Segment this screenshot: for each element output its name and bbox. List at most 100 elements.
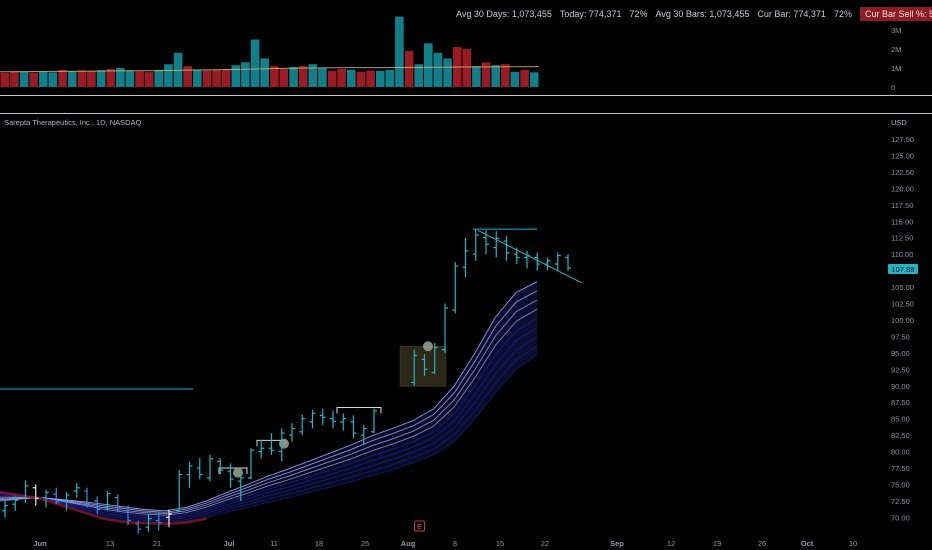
time-tick-label: 15 xyxy=(496,539,504,548)
volume-bar xyxy=(67,71,77,87)
volume-tick-label: 0 xyxy=(891,83,895,92)
price-tick-label: 90.00 xyxy=(891,382,910,391)
today-pct-label: 72% xyxy=(629,9,648,19)
ribbon-red-segment xyxy=(0,491,207,526)
volume-bar xyxy=(193,69,202,87)
volume-bar xyxy=(520,69,529,87)
sell-pct-badge: Cur Bar Sell %: 57 xyxy=(859,7,932,21)
volume-bar xyxy=(366,70,375,87)
cur-bar-label: Cur Bar: 774,371 xyxy=(757,9,826,19)
volume-bar xyxy=(10,71,19,87)
price-tick-label: 117.50 xyxy=(891,201,913,210)
volume-bar xyxy=(58,69,67,87)
price-tick-label: 115.00 xyxy=(891,217,913,226)
volume-bar xyxy=(221,69,231,87)
volume-bar xyxy=(202,70,212,87)
earnings-label: E xyxy=(417,524,422,531)
volume-bar xyxy=(318,68,327,87)
cur-bar-pct-label: 72% xyxy=(833,9,852,19)
volume-bar xyxy=(395,16,404,88)
time-tick-label: Aug xyxy=(401,539,416,548)
price-tick-label: 102.50 xyxy=(891,300,914,309)
volume-bar xyxy=(135,71,144,87)
time-tick-label: 21 xyxy=(153,539,161,548)
volume-bar xyxy=(77,70,87,87)
ribbon-fill xyxy=(0,281,537,523)
price-tick-label: 127.50 xyxy=(891,135,914,144)
volume-bar xyxy=(231,65,241,87)
volume-bar xyxy=(385,69,395,87)
price-tick-label: 82.50 xyxy=(891,431,910,440)
volume-bar xyxy=(154,69,164,87)
pane-separators[interactable] xyxy=(0,95,932,114)
time-tick-label: 26 xyxy=(758,539,766,548)
price-axis[interactable]: 127.50 125.00 122.50 120.00 117.50 115.00 112.… xyxy=(891,135,914,522)
price-tick-label: 75.00 xyxy=(891,480,910,489)
volume-bar xyxy=(183,66,192,87)
currency-label[interactable]: USD xyxy=(891,118,907,127)
pivot-bracket-jul[interactable] xyxy=(218,467,248,474)
time-tick-label: 8 xyxy=(453,539,457,548)
volume-bar xyxy=(48,72,58,87)
volume-bar xyxy=(29,72,38,87)
pivot-bracket-late-jul[interactable] xyxy=(336,406,382,414)
volume-avg-polyline xyxy=(0,66,540,73)
volume-bar xyxy=(164,64,173,87)
pivot-dot xyxy=(279,438,289,449)
volume-tick-label: 3M xyxy=(891,26,901,35)
time-tick-label: 25 xyxy=(361,539,369,548)
avg30-days-label: Avg 30 Days: 1,073,455 xyxy=(456,9,552,19)
volume-bar xyxy=(424,43,433,87)
volume-bar xyxy=(87,71,96,87)
ribbon-line xyxy=(0,317,538,518)
last-price-tag: 107.88 xyxy=(888,264,918,274)
volume-bar xyxy=(250,39,260,87)
volume-bar xyxy=(289,67,298,87)
price-tick-label: 92.50 xyxy=(891,365,910,374)
price-tick-label: 70.00 xyxy=(891,513,910,522)
ribbon-line xyxy=(0,308,538,516)
volume-bar xyxy=(337,69,346,87)
time-tick-label: Jul xyxy=(224,539,235,548)
volume-tick-label: 2M xyxy=(891,45,901,54)
time-tick-label: Sep xyxy=(610,539,624,548)
volume-bar xyxy=(144,72,154,87)
volume-bar xyxy=(529,72,539,87)
price-tick-label: 110.00 xyxy=(891,250,913,259)
price-tick-label: 97.50 xyxy=(891,332,910,341)
ribbon-line xyxy=(0,336,538,521)
earnings-marker[interactable]: E xyxy=(414,520,425,532)
base-box[interactable] xyxy=(399,346,447,387)
price-tick-label: 125.00 xyxy=(891,151,914,160)
price-tick-label: 87.50 xyxy=(891,398,910,407)
earnings-icon[interactable] xyxy=(414,520,425,532)
volume-tick-label: 1M xyxy=(891,64,901,73)
volume-bar xyxy=(481,62,491,87)
price-tick-label: 85.00 xyxy=(891,415,910,424)
volume-pane xyxy=(0,16,539,88)
volume-average-line xyxy=(0,66,540,73)
volume-bar xyxy=(212,69,221,87)
volume-bar xyxy=(501,64,510,87)
volume-bar xyxy=(510,71,520,87)
volume-bar xyxy=(0,72,10,88)
time-tick-label: 18 xyxy=(315,539,323,548)
time-tick-label: 19 xyxy=(713,539,721,548)
ribbon-line xyxy=(0,281,538,512)
volume-bar xyxy=(241,62,250,87)
pivot-dot xyxy=(423,341,433,352)
price-tick-label: 80.00 xyxy=(891,448,910,457)
volume-bar xyxy=(19,72,29,87)
time-tick-label: Jun xyxy=(33,539,47,548)
trendline[interactable] xyxy=(477,230,583,284)
pivot-dot xyxy=(233,467,243,478)
price-bars xyxy=(2,229,571,534)
volume-bar xyxy=(433,52,443,87)
symbol-title[interactable]: Sarepta Therapeutics, Inc., 1D, NASDAQ xyxy=(4,118,142,127)
volume-bar xyxy=(270,66,279,87)
time-axis[interactable]: Jun 13 21 Jul 11 18 25 Aug 8 15 22 Sep 12 19 26 Oct 10 xyxy=(33,539,857,548)
volume-bar xyxy=(375,70,385,87)
volume-bar xyxy=(356,71,366,87)
price-tick-label: 105.00 xyxy=(891,283,914,292)
